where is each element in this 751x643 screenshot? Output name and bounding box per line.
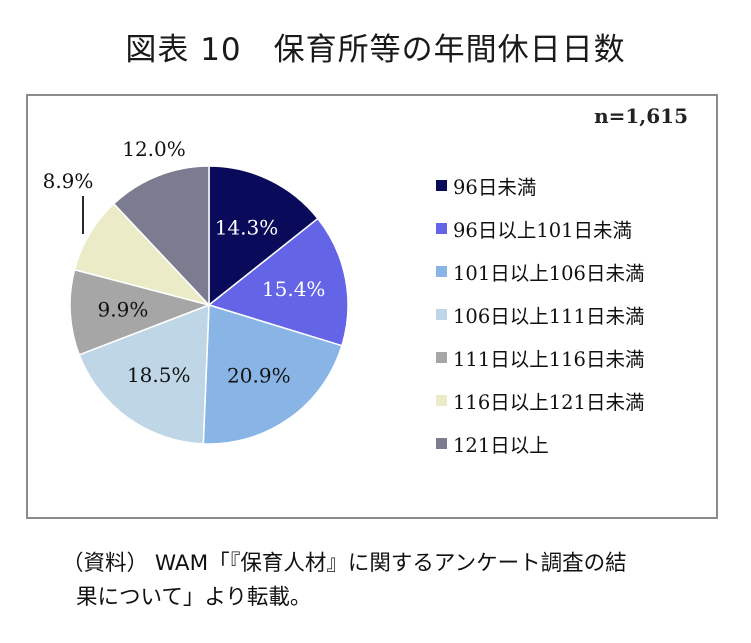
legend-swatch — [436, 438, 447, 449]
legend-item: 116日以上121日未満 — [436, 379, 644, 422]
pie-slice — [78, 303, 210, 445]
chart-title: 図表 10 保育所等の年間休日日数 — [125, 32, 626, 68]
sample-size-label: n=1,615 — [594, 104, 688, 128]
source-line-2: 果について」より転載。 — [76, 585, 312, 610]
chart-legend: 96日未満 96日以上101日未満 101日以上106日未満 106日以上111日未満… — [436, 164, 644, 465]
legend-item: 121日以上 — [436, 422, 644, 465]
pie-slice — [207, 217, 349, 347]
legend-label: 96日以上101日未満 — [453, 219, 633, 242]
legend-swatch — [436, 223, 447, 234]
legend-item: 96日未満 — [436, 164, 644, 207]
legend-item: 111日以上116日未満 — [436, 336, 644, 379]
slice-percent-label: 18.5% — [127, 363, 191, 387]
slice-percent-label: 20.9% — [227, 363, 291, 387]
pie-slice — [202, 303, 343, 445]
legend-swatch — [436, 180, 447, 191]
legend-item: 106日以上111日未満 — [436, 293, 644, 336]
legend-item: 96日以上101日未満 — [436, 207, 644, 250]
legend-item: 101日以上106日未満 — [436, 250, 644, 293]
chart-frame: n=1,615 14.3% 15.4% 20.9% 18.5% 9.9% 8.9% 12.0… — [26, 94, 718, 519]
source-note: （資料） WAM「『保育人材』に関するアンケート調査の結 果について」より転載。 — [62, 547, 722, 615]
legend-label: 121日以上 — [453, 434, 549, 457]
pie-chart: 14.3% 15.4% 20.9% 18.5% 9.9% 8.9% 12.0% — [43, 137, 349, 445]
legend-label: 96日未満 — [453, 176, 537, 199]
legend-label: 106日以上111日未満 — [453, 305, 645, 328]
slice-percent-label: 15.4% — [262, 277, 326, 301]
slice-percent-label: 8.9% — [43, 169, 94, 193]
pie-slice — [69, 268, 212, 356]
legend-label: 111日以上116日未満 — [453, 348, 645, 371]
legend-swatch — [436, 352, 447, 363]
slice-percent-label: 14.3% — [215, 215, 279, 239]
source-line-1: （資料） WAM「『保育人材』に関するアンケート調査の結 — [62, 551, 627, 576]
legend-swatch — [436, 395, 447, 406]
legend-swatch — [436, 266, 447, 277]
slice-percent-label: 9.9% — [98, 298, 149, 322]
legend-label: 101日以上106日未満 — [453, 262, 645, 285]
pie-slice — [208, 165, 319, 307]
slice-percent-label: 12.0% — [122, 137, 186, 161]
pie-slice — [112, 165, 210, 307]
legend-label: 116日以上121日未満 — [453, 391, 645, 414]
legend-swatch — [436, 309, 447, 320]
